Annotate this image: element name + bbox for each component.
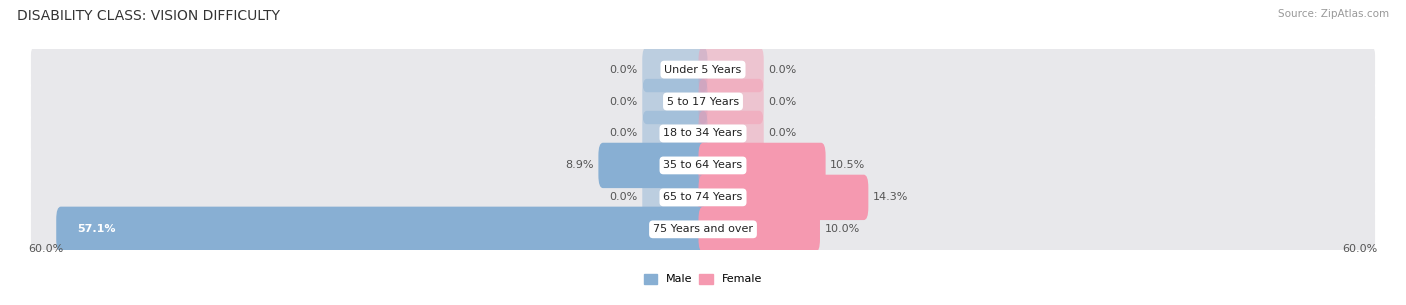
FancyBboxPatch shape — [31, 111, 1375, 156]
Text: DISABILITY CLASS: VISION DIFFICULTY: DISABILITY CLASS: VISION DIFFICULTY — [17, 9, 280, 23]
Text: 65 to 74 Years: 65 to 74 Years — [664, 192, 742, 203]
Text: 14.3%: 14.3% — [873, 192, 908, 203]
Text: 0.0%: 0.0% — [610, 96, 638, 106]
Legend: Male, Female: Male, Female — [640, 269, 766, 289]
Text: 5 to 17 Years: 5 to 17 Years — [666, 96, 740, 106]
Text: 0.0%: 0.0% — [610, 192, 638, 203]
Text: Source: ZipAtlas.com: Source: ZipAtlas.com — [1278, 9, 1389, 19]
Text: 57.1%: 57.1% — [77, 224, 117, 234]
Text: Under 5 Years: Under 5 Years — [665, 65, 741, 74]
FancyBboxPatch shape — [31, 80, 1375, 124]
Text: 60.0%: 60.0% — [28, 244, 63, 254]
Text: 0.0%: 0.0% — [768, 65, 796, 74]
FancyBboxPatch shape — [699, 47, 763, 92]
Text: 8.9%: 8.9% — [565, 160, 593, 170]
FancyBboxPatch shape — [31, 143, 1375, 188]
FancyBboxPatch shape — [31, 175, 1375, 219]
FancyBboxPatch shape — [643, 47, 707, 92]
Text: 10.5%: 10.5% — [830, 160, 865, 170]
FancyBboxPatch shape — [643, 79, 707, 124]
FancyBboxPatch shape — [31, 207, 1375, 251]
FancyBboxPatch shape — [699, 143, 825, 188]
Text: 0.0%: 0.0% — [768, 128, 796, 138]
FancyBboxPatch shape — [699, 79, 763, 124]
FancyBboxPatch shape — [31, 48, 1375, 92]
Text: 0.0%: 0.0% — [768, 96, 796, 106]
Text: 60.0%: 60.0% — [1343, 244, 1378, 254]
FancyBboxPatch shape — [643, 111, 707, 156]
Text: 10.0%: 10.0% — [824, 224, 859, 234]
FancyBboxPatch shape — [56, 207, 707, 252]
Text: 0.0%: 0.0% — [610, 128, 638, 138]
FancyBboxPatch shape — [643, 175, 707, 220]
FancyBboxPatch shape — [699, 111, 763, 156]
FancyBboxPatch shape — [599, 143, 707, 188]
Text: 18 to 34 Years: 18 to 34 Years — [664, 128, 742, 138]
Text: 35 to 64 Years: 35 to 64 Years — [664, 160, 742, 170]
FancyBboxPatch shape — [699, 207, 820, 252]
FancyBboxPatch shape — [699, 175, 869, 220]
Text: 0.0%: 0.0% — [610, 65, 638, 74]
Text: 75 Years and over: 75 Years and over — [652, 224, 754, 234]
